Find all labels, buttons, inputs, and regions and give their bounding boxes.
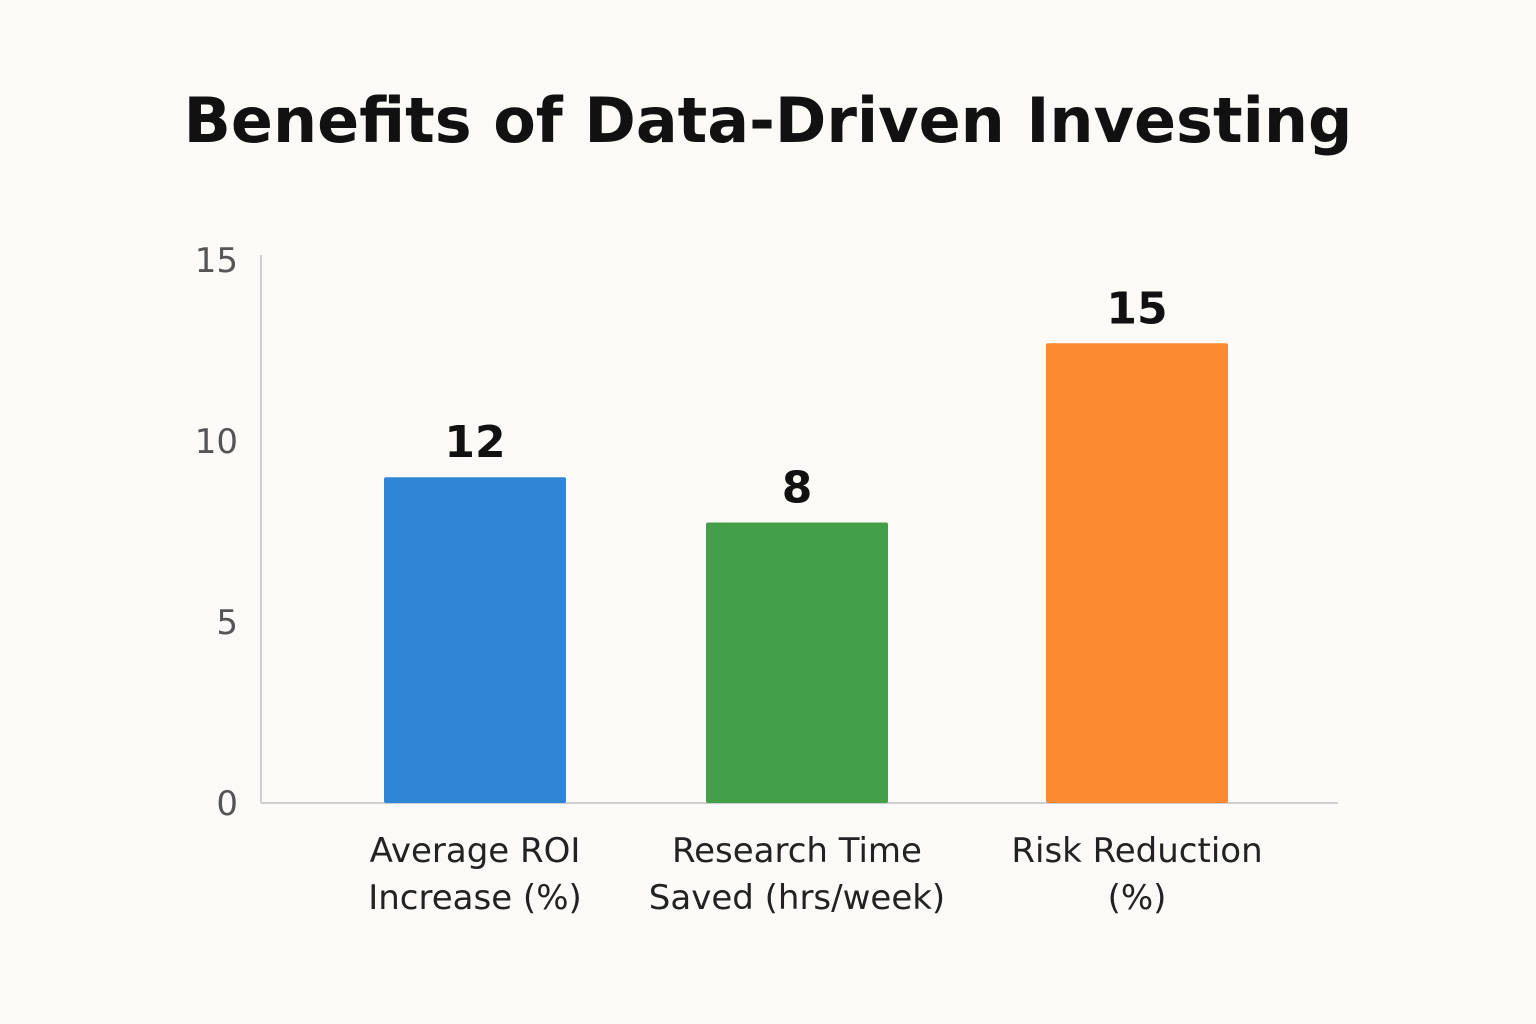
data-label: 15 — [1106, 283, 1167, 334]
y-tick-label: 15 — [195, 241, 238, 281]
category-label: Average ROI Increase (%) — [368, 831, 582, 918]
y-tick-label: 5 — [216, 603, 238, 643]
category-label: Risk Reduction (%) — [1011, 831, 1262, 918]
y-tick-label: 10 — [195, 422, 238, 462]
chart-title: Benefits of Data-Driven Investing — [184, 84, 1353, 157]
category-label: Research Time Saved (hrs/week) — [649, 831, 945, 918]
y-tick-label: 0 — [216, 784, 238, 824]
data-label: 12 — [444, 417, 505, 468]
bar — [706, 522, 888, 803]
bar — [1046, 343, 1228, 803]
data-label: 8 — [782, 462, 813, 513]
bar — [384, 477, 566, 803]
